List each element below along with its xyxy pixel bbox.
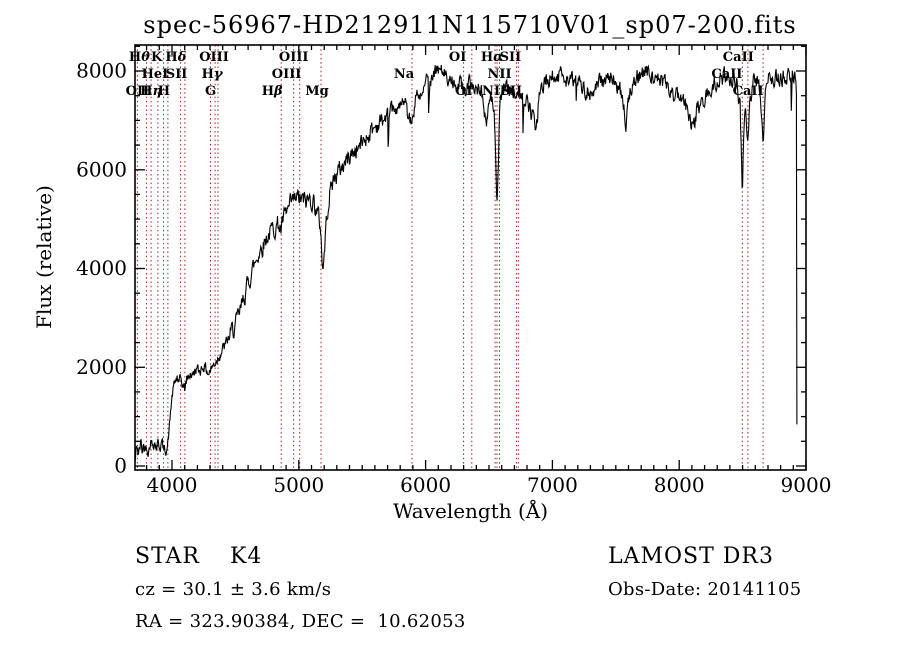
- obs-date: Obs-Date: 20141105: [608, 579, 802, 600]
- object-classification: STAR K4: [135, 544, 262, 569]
- survey-label: LAMOST DR3: [608, 544, 774, 569]
- spectral-line-label: OIII: [279, 50, 309, 65]
- spectral-line-label: K: [151, 50, 163, 65]
- spectral-line-label: OI: [455, 84, 472, 99]
- spectral-line-label: H: [158, 84, 170, 99]
- x-tick-label: 5000: [273, 473, 324, 497]
- spectral-line-label: Na: [394, 67, 415, 82]
- y-tick-label: 4000: [76, 256, 127, 280]
- spectral-line-label: Hδ: [165, 50, 186, 65]
- spectral-line-label: Hγ: [202, 67, 224, 82]
- x-tick-label: 4000: [147, 473, 198, 497]
- spectral-line-label: Hθ: [129, 50, 150, 65]
- spectral-line-label: OII: [126, 84, 150, 99]
- y-axis-title: Flux (relative): [32, 185, 56, 329]
- spectral-line-label: Mg: [305, 84, 328, 99]
- spectral-line-label: SII: [166, 67, 188, 82]
- object-type: STAR: [135, 544, 200, 569]
- spectral-line-label: CaII: [723, 50, 754, 65]
- x-tick-label: 6000: [400, 473, 451, 497]
- x-tick-label: 9000: [781, 473, 832, 497]
- x-tick-labels: 4000 5000 6000 7000 8000 9000: [147, 473, 832, 497]
- spectral-line-markers: [136, 45, 764, 470]
- plot-title: spec-56967-HD212911N115710V01_sp07-200.f…: [143, 11, 797, 39]
- spectral-line-label: Hη: [140, 84, 162, 99]
- x-tick-label: 7000: [527, 473, 578, 497]
- axis-ticks: [135, 45, 807, 470]
- spectral-line-label: Hα: [481, 50, 503, 65]
- ra-dec-value: RA = 323.90384, DEC = 10.62053: [135, 611, 466, 632]
- object-subclass: K4: [230, 544, 263, 569]
- spectral-line-label: Hβ: [262, 84, 283, 99]
- y-tick-label: 0: [114, 454, 127, 478]
- y-tick-label: 8000: [76, 59, 127, 83]
- spectrum-trace: [134, 64, 798, 463]
- spectral-line-label: SII: [500, 50, 522, 65]
- x-tick-label: 8000: [654, 473, 705, 497]
- y-tick-labels: 0 2000 4000 6000 8000: [76, 59, 127, 478]
- spectral-line-label: OI: [449, 50, 466, 65]
- y-tick-label: 6000: [76, 157, 127, 181]
- y-tick-label: 2000: [76, 355, 127, 379]
- spectral-line-label: OIII: [272, 67, 302, 82]
- spectral-line-label: HeI: [142, 67, 169, 82]
- x-axis-title: Wavelength (Å): [392, 499, 549, 523]
- spectral-line-label: NII: [487, 67, 511, 82]
- spectral-line-label: OIII: [199, 50, 229, 65]
- plot-frame: [134, 44, 807, 471]
- cz-value: cz = 30.1 ± 3.6 km/s: [135, 579, 332, 600]
- spectral-line-label: G: [205, 84, 216, 99]
